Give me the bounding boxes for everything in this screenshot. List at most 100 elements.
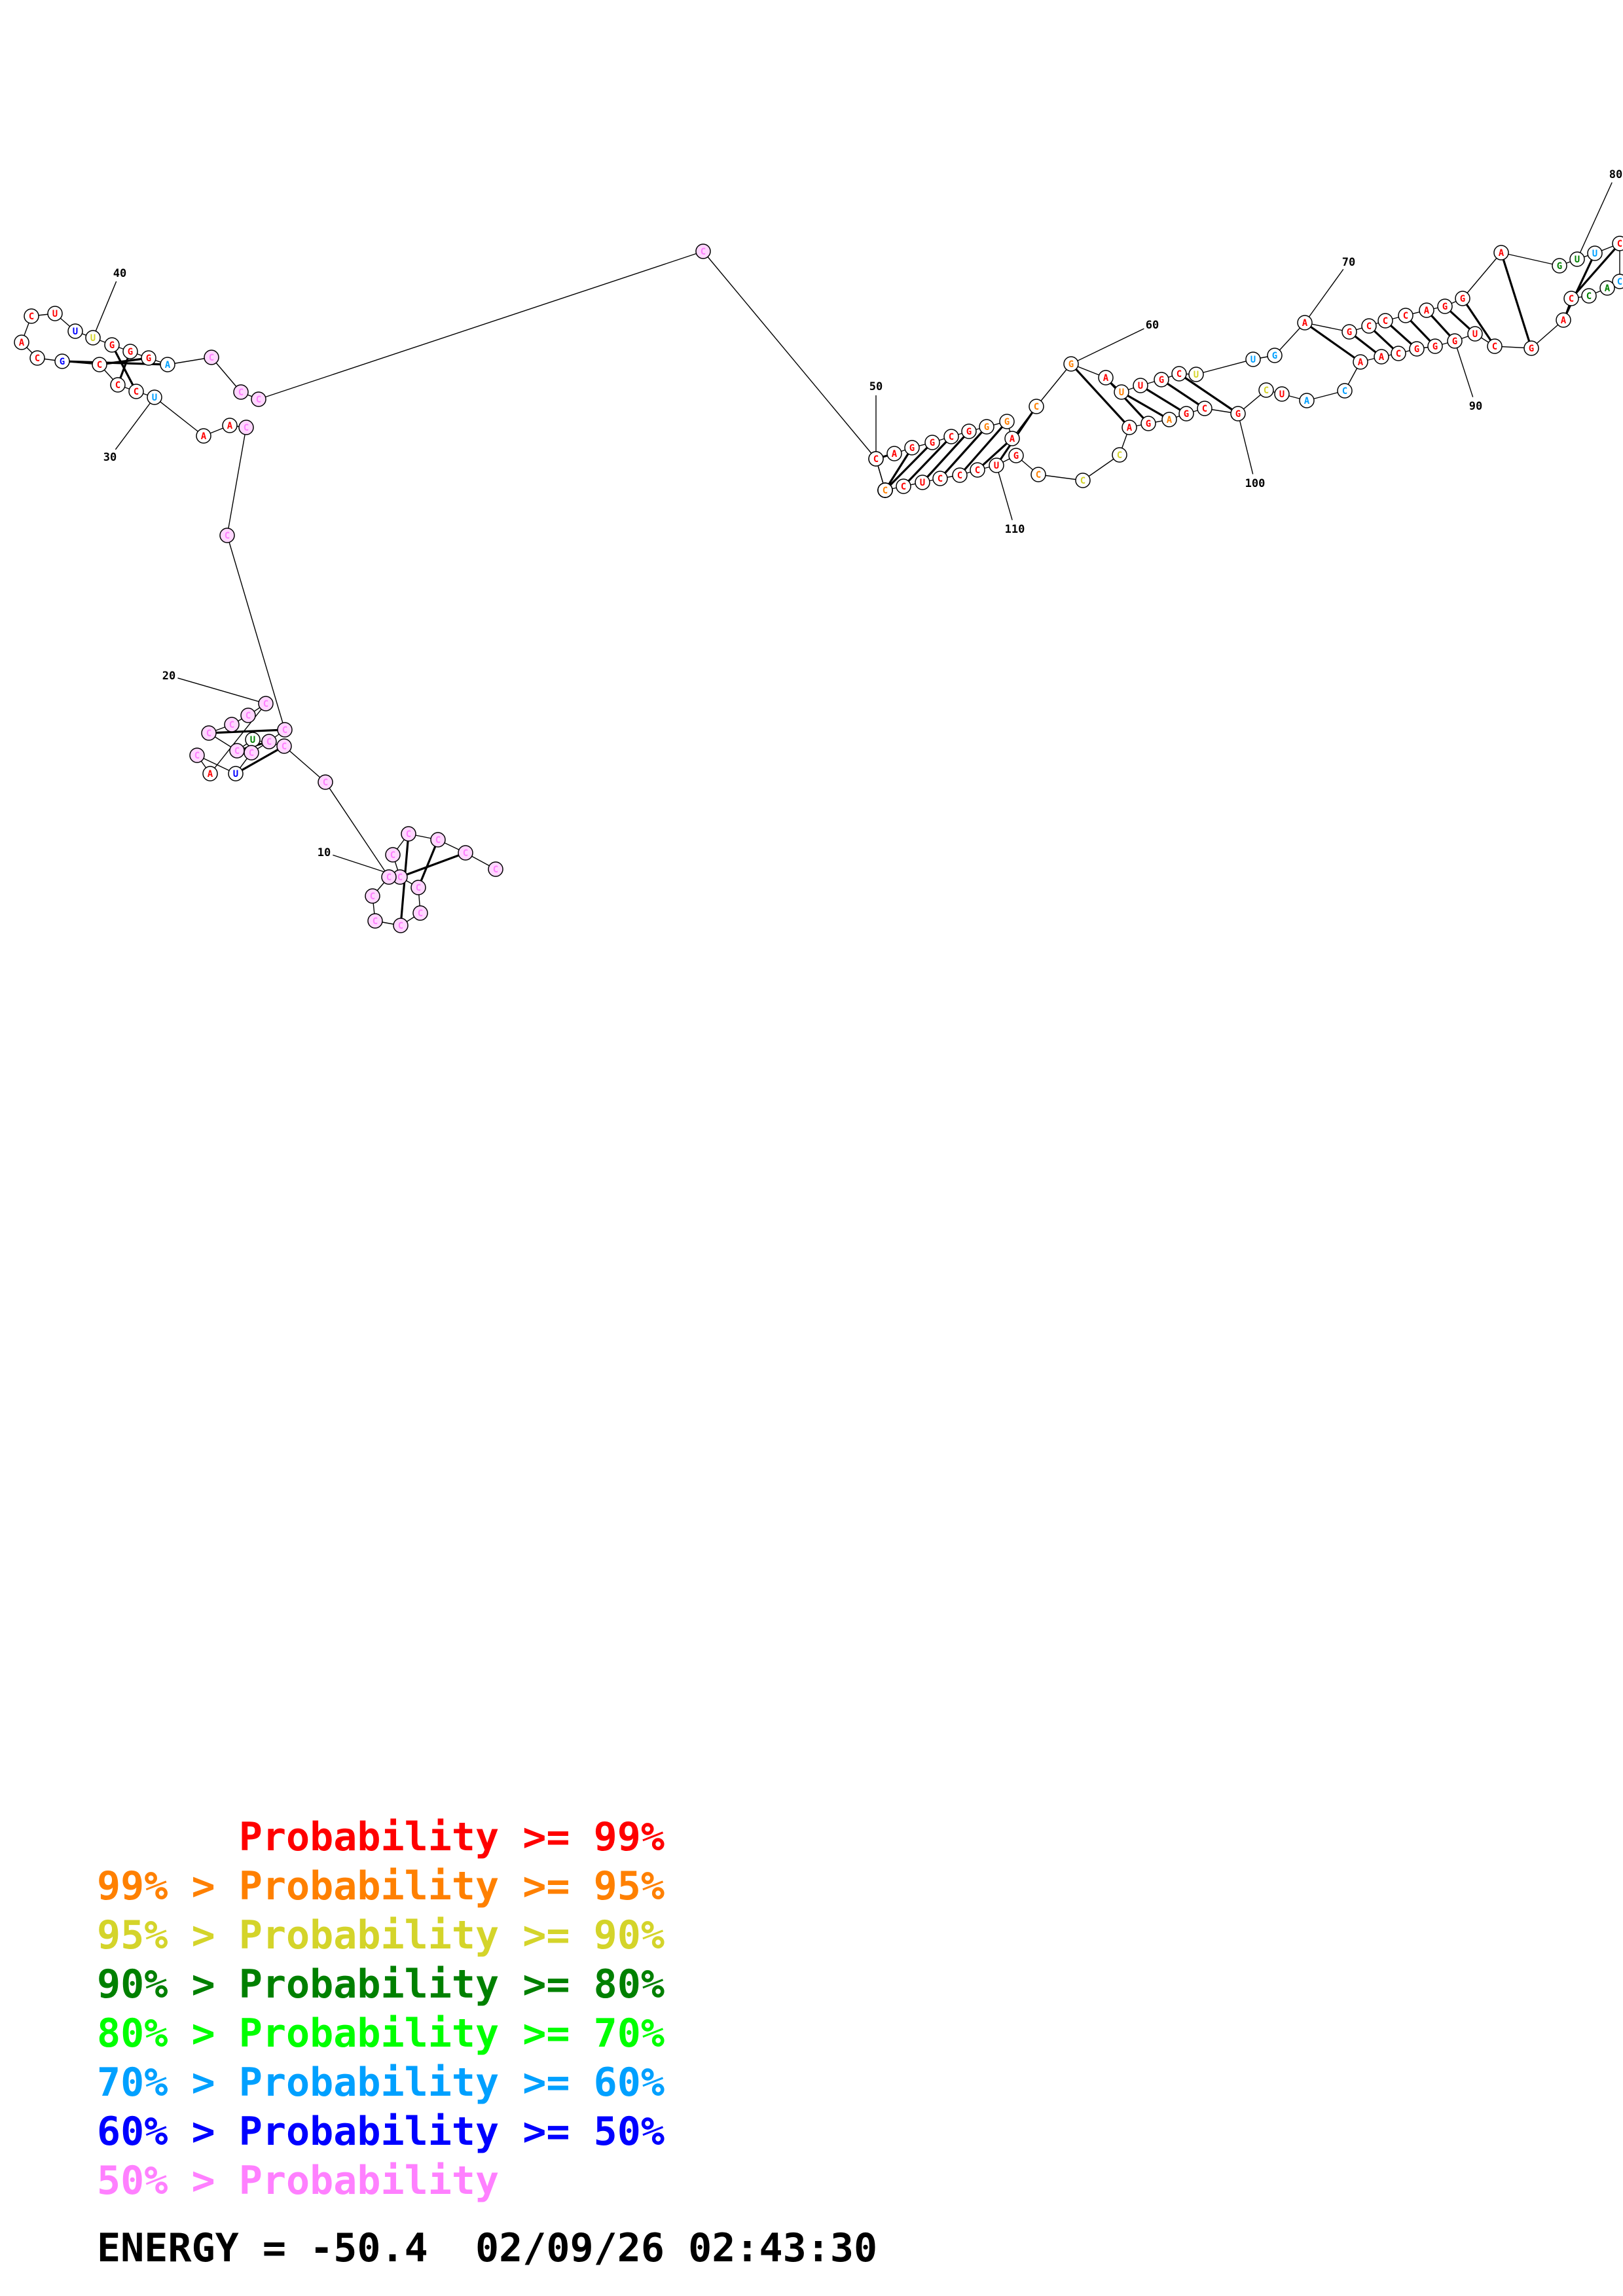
nucleotide-base: U (1472, 329, 1478, 340)
base-pair (399, 852, 466, 878)
nucleotide-circle (276, 738, 292, 754)
nucleotide-base: C (1366, 321, 1372, 332)
position-label: 80 (1609, 168, 1622, 181)
nucleotide: C (367, 913, 383, 929)
nucleotide: C (276, 738, 292, 754)
nucleotide-base: C (97, 360, 102, 370)
nucleotide: C (219, 528, 235, 543)
nucleotide-base: C (1586, 291, 1592, 302)
legend-prefix: 99% > (97, 1863, 239, 1909)
nucleotide-circle (1230, 406, 1246, 422)
nucleotide: A (1297, 315, 1313, 331)
legend-row: 99% > Probability >= 95% (97, 1862, 665, 1911)
nucleotide-circle (1122, 420, 1137, 435)
nucleotide-circle (1427, 338, 1443, 354)
nucleotide-base: C (975, 465, 980, 476)
nucleotide-base: U (1250, 355, 1256, 365)
nucleotide-base: A (19, 338, 25, 348)
legend-row: 60% > Probability >= 50% (97, 2108, 665, 2157)
nucleotide-circle (1563, 291, 1579, 306)
legend-label: Probability >= 99% (238, 1814, 665, 1860)
nucleotide: C (877, 482, 893, 498)
position-label: 40 (113, 267, 126, 280)
nucleotide-base: G (1414, 344, 1419, 355)
nucleotide-base: U (1592, 249, 1597, 259)
nucleotide-base: U (1575, 255, 1580, 265)
nucleotide-base: C (35, 353, 40, 364)
nucleotide-circle (1297, 315, 1313, 331)
nucleotide: C (204, 350, 219, 365)
nucleotide: U (1114, 384, 1129, 400)
nucleotide: C (24, 308, 39, 324)
nucleotide-base: A (1010, 434, 1015, 444)
nucleotide-base: A (1127, 423, 1133, 433)
nucleotide-circle (233, 384, 249, 400)
nucleotide-circle (961, 423, 977, 439)
nucleotide-base: U (1194, 370, 1199, 380)
nucleotide: G (1552, 258, 1567, 274)
nucleotide: C (868, 451, 884, 467)
nucleotide: A (222, 418, 238, 433)
nucleotide-base: U (250, 735, 255, 745)
nucleotide: A (1161, 412, 1177, 427)
nucleotide-base: C (1342, 386, 1347, 397)
nucleotide-base: U (920, 478, 925, 488)
nucleotide: C (277, 722, 293, 738)
nucleotide: C (1171, 366, 1187, 382)
base-pair (884, 447, 913, 491)
nucleotide-base: A (1358, 357, 1364, 368)
nucleotide-base: G (930, 438, 935, 448)
nucleotide: C (970, 462, 985, 478)
nucleotide-circle (1398, 308, 1413, 323)
nucleotide-circle (204, 350, 219, 365)
nucleotide: C (201, 725, 217, 741)
nucleotide-circle (1029, 399, 1044, 414)
nucleotide: C (1612, 236, 1623, 251)
nucleotide-base: C (418, 908, 423, 919)
nucleotide: A (1419, 302, 1434, 318)
nucleotide: A (1556, 312, 1571, 328)
nucleotide-base: C (282, 725, 287, 736)
nucleotide-circle (1274, 386, 1290, 402)
nucleotide: U (85, 330, 101, 346)
base-pair (884, 441, 934, 492)
nucleotide-circle (318, 774, 333, 790)
nucleotide: G (1230, 406, 1246, 422)
nucleotide: A (1493, 245, 1509, 260)
nucleotide-circle (1447, 333, 1463, 349)
nucleotide: A (1374, 349, 1389, 365)
nucleotide-circle (1523, 340, 1539, 356)
nucleotide-base: C (1117, 450, 1122, 461)
nucleotide: C (365, 888, 380, 904)
nucleotide: C (932, 471, 948, 486)
position-label: 90 (1469, 400, 1482, 413)
nucleotide-base: C (938, 474, 943, 484)
nucleotide-base: U (1119, 387, 1124, 398)
nucleotide: U (147, 389, 162, 405)
nucleotide-base: C (373, 916, 378, 927)
nucleotide: C (943, 429, 959, 444)
nucleotide-circle (381, 869, 397, 885)
nucleotide-base: G (128, 347, 133, 357)
nucleotide: C (952, 467, 968, 483)
nucleotide-circle (201, 725, 217, 741)
base-pair-lines (62, 242, 1621, 926)
nucleotide-circle (1197, 401, 1213, 416)
nucleotide: G (141, 350, 156, 366)
base-pair (1570, 242, 1621, 300)
nucleotide: G (1063, 356, 1079, 372)
nucleotide-base: C (244, 423, 249, 433)
nucleotide-circle (943, 429, 959, 444)
legend-prefix (97, 1814, 239, 1860)
nucleotide-circle (258, 696, 274, 711)
nucleotide-base: C (115, 380, 120, 391)
nucleotide-circle (999, 414, 1015, 429)
nucleotide-circle (110, 377, 126, 393)
nucleotide-base: C (957, 471, 962, 481)
legend-row: 90% > Probability >= 80% (97, 1960, 665, 2009)
nucleotide: C (258, 696, 274, 711)
nucleotide-base: C (873, 454, 879, 465)
position-tick (1577, 182, 1613, 260)
legend-prefix: 80% > (97, 2011, 239, 2056)
